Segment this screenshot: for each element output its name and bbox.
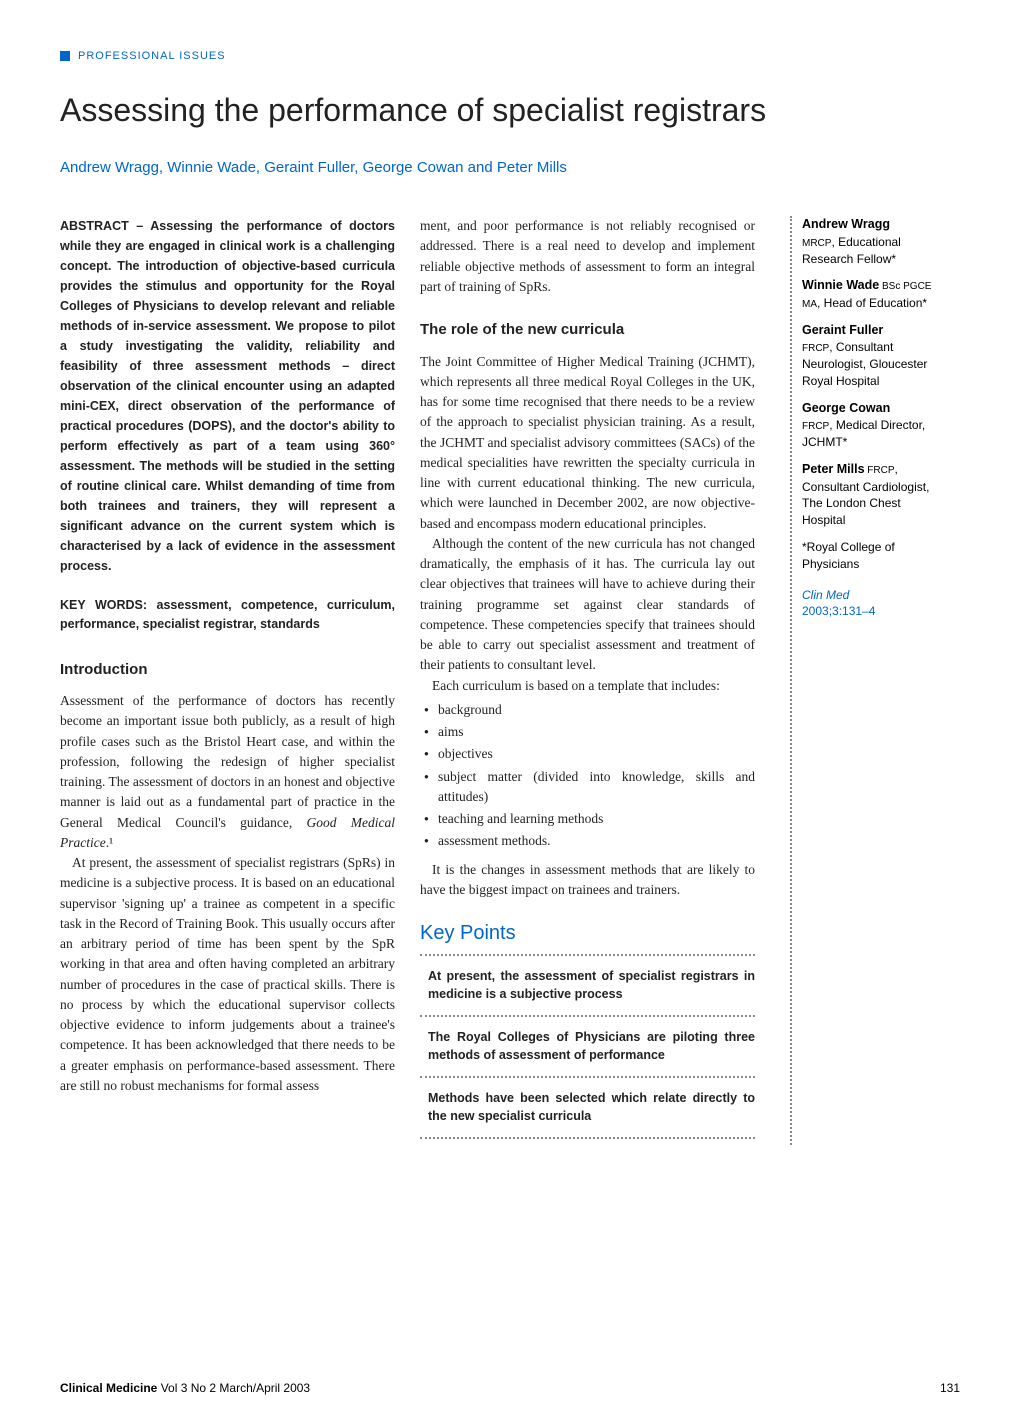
bullet-item: background <box>420 700 755 720</box>
page-footer: Clinical Medicine Vol 3 No 2 March/April… <box>60 1381 960 1395</box>
bullet-item: aims <box>420 722 755 742</box>
author-name: George Cowan <box>802 401 890 415</box>
author-cred: FRCP <box>865 465 895 476</box>
intro-paragraph-2: At present, the assessment of specialist… <box>60 853 395 1096</box>
footer-journal: Clinical Medicine <box>60 1381 157 1395</box>
author-name: Geraint Fuller <box>802 323 883 337</box>
affiliation-note: *Royal College of Physicians <box>802 539 935 573</box>
header-square-icon <box>60 51 70 61</box>
bullet-item: objectives <box>420 744 755 764</box>
role-p2: Although the content of the new curricul… <box>420 534 755 676</box>
footer-page: 131 <box>940 1381 960 1395</box>
section-label: PROFESSIONAL ISSUES <box>78 50 226 62</box>
author-block: George Cowan FRCP, Medical Director, JCH… <box>802 400 935 451</box>
authors-line: Andrew Wragg, Winnie Wade, Geraint Fulle… <box>60 159 960 176</box>
header-section: PROFESSIONAL ISSUES <box>60 50 960 62</box>
keywords: KEY WORDS: assessment, competence, curri… <box>60 596 395 634</box>
intro-heading: Introduction <box>60 659 395 682</box>
citation-journal: Clin Med <box>802 588 849 602</box>
author-cred: FRCP <box>802 343 829 354</box>
author-cred: FRCP <box>802 421 829 432</box>
dotted-divider <box>420 954 755 956</box>
role-p4: It is the changes in assessment methods … <box>420 860 755 901</box>
role-p3: Each curriculum is based on a template t… <box>420 676 755 696</box>
footer-left: Clinical Medicine Vol 3 No 2 March/April… <box>60 1381 310 1395</box>
keypoint-2: The Royal Colleges of Physicians are pil… <box>420 1023 755 1070</box>
dotted-divider <box>420 1076 755 1078</box>
role-p1: The Joint Committee of Higher Medical Tr… <box>420 352 755 534</box>
author-block: Winnie Wade BSc PGCE MA, Head of Educati… <box>802 277 935 312</box>
citation: Clin Med 2003;3:131–4 <box>802 587 935 621</box>
article-title: Assessing the performance of specialist … <box>60 92 960 129</box>
author-block: Geraint Fuller FRCP, Consultant Neurolog… <box>802 322 935 390</box>
keywords-label: KEY WORDS: <box>60 598 157 612</box>
author-name: Peter Mills <box>802 462 865 476</box>
column-right: ment, and poor performance is not reliab… <box>420 216 755 1145</box>
abstract: ABSTRACT – Assessing the performance of … <box>60 216 395 576</box>
intro-p1-text: Assessment of the performance of doctors… <box>60 693 395 830</box>
author-role: , Head of Education* <box>817 296 927 310</box>
citation-ref: 2003;3:131–4 <box>802 604 875 618</box>
dotted-divider <box>420 1137 755 1139</box>
keypoints-heading: Key Points <box>420 918 755 948</box>
role-heading: The role of the new curricula <box>420 319 755 342</box>
col2-continuation: ment, and poor performance is not reliab… <box>420 216 755 297</box>
sidebar-authors: Andrew Wragg MRCP, Educational Research … <box>790 216 935 1145</box>
intro-paragraph-1: Assessment of the performance of doctors… <box>60 691 395 853</box>
footer-vol: Vol 3 No 2 March/April 2003 <box>157 1381 310 1395</box>
author-block: Andrew Wragg MRCP, Educational Research … <box>802 216 935 267</box>
intro-p1-end: .¹ <box>106 835 113 850</box>
bullet-item: assessment methods. <box>420 831 755 851</box>
template-bullet-list: background aims objectives subject matte… <box>420 700 755 852</box>
column-left: ABSTRACT – Assessing the performance of … <box>60 216 395 1145</box>
author-block: Peter Mills FRCP, Consultant Cardiologis… <box>802 461 935 529</box>
bullet-item: subject matter (divided into knowledge, … <box>420 767 755 808</box>
author-name: Andrew Wragg <box>802 217 890 231</box>
dotted-divider <box>420 1015 755 1017</box>
content-wrapper: ABSTRACT – Assessing the performance of … <box>60 216 960 1145</box>
author-name: Winnie Wade <box>802 278 879 292</box>
keypoint-1: At present, the assessment of specialist… <box>420 962 755 1009</box>
author-cred: MRCP <box>802 238 831 249</box>
bullet-item: teaching and learning methods <box>420 809 755 829</box>
keypoint-3: Methods have been selected which relate … <box>420 1084 755 1131</box>
